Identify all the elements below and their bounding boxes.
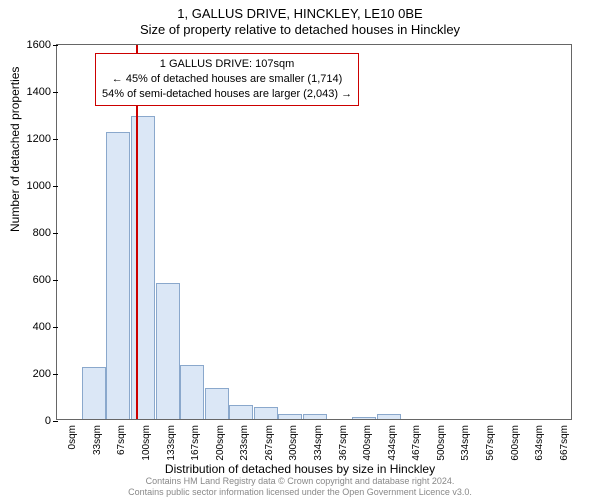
y-tick: 1000 (27, 180, 57, 192)
x-tick: 634sqm (534, 419, 545, 461)
histogram-bar (229, 405, 253, 419)
footer-line-2: Contains public sector information licen… (0, 487, 600, 498)
histogram-bar (180, 365, 204, 419)
x-tick: 400sqm (362, 419, 373, 461)
x-tick: 133sqm (166, 419, 177, 461)
x-tick: 534sqm (460, 419, 471, 461)
x-tick: 267sqm (264, 419, 275, 461)
y-tick: 400 (33, 321, 57, 333)
title-line-2: Size of property relative to detached ho… (0, 22, 600, 37)
x-tick: 33sqm (92, 419, 103, 455)
y-tick: 1400 (27, 86, 57, 98)
callout-line-1: 1 GALLUS DRIVE: 107sqm (102, 57, 352, 72)
callout-line-3: 54% of semi-detached houses are larger (… (102, 87, 352, 102)
x-tick: 100sqm (141, 419, 152, 461)
footer-line-1: Contains HM Land Registry data © Crown c… (0, 476, 600, 487)
x-tick: 667sqm (559, 419, 570, 461)
y-tick: 1600 (27, 39, 57, 51)
x-tick: 167sqm (190, 419, 201, 461)
chart-plot-area: 1 GALLUS DRIVE: 107sqm ← 45% of detached… (56, 44, 572, 420)
y-tick: 600 (33, 274, 57, 286)
callout-line-2: ← 45% of detached houses are smaller (1,… (102, 72, 352, 87)
histogram-bar (131, 116, 155, 419)
title-line-1: 1, GALLUS DRIVE, HINCKLEY, LE10 0BE (0, 6, 600, 21)
footer-attribution: Contains HM Land Registry data © Crown c… (0, 476, 600, 499)
chart-title-block: 1, GALLUS DRIVE, HINCKLEY, LE10 0BE Size… (0, 0, 600, 37)
histogram-bar (254, 407, 278, 419)
x-tick: 200sqm (215, 419, 226, 461)
x-tick: 467sqm (411, 419, 422, 461)
x-tick: 567sqm (485, 419, 496, 461)
property-callout-box: 1 GALLUS DRIVE: 107sqm ← 45% of detached… (95, 53, 359, 106)
y-tick: 0 (45, 415, 57, 427)
y-tick: 200 (33, 368, 57, 380)
x-tick: 67sqm (116, 419, 127, 455)
x-tick: 600sqm (510, 419, 521, 461)
x-tick: 500sqm (436, 419, 447, 461)
x-axis-label: Distribution of detached houses by size … (0, 462, 600, 476)
y-tick: 800 (33, 227, 57, 239)
x-tick: 300sqm (288, 419, 299, 461)
x-tick: 434sqm (387, 419, 398, 461)
histogram-bar (156, 283, 180, 419)
y-axis-label: Number of detached properties (8, 67, 22, 232)
y-tick: 1200 (27, 133, 57, 145)
x-tick: 367sqm (338, 419, 349, 461)
x-tick: 233sqm (239, 419, 250, 461)
x-tick: 334sqm (313, 419, 324, 461)
histogram-bar (205, 388, 229, 419)
x-tick: 0sqm (67, 419, 78, 449)
histogram-bar (82, 367, 106, 419)
histogram-bar (106, 132, 130, 419)
